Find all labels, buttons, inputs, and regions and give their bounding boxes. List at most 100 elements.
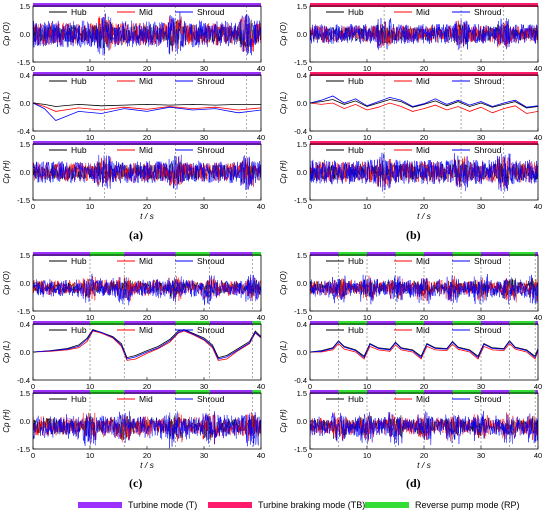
y-tick-label: 0.0 xyxy=(20,279,30,288)
mode-bar-segment xyxy=(33,141,261,145)
data-layer xyxy=(310,410,538,446)
x-tick-label: 10 xyxy=(363,313,371,322)
y-axis-label: Cp (O) xyxy=(279,271,288,295)
y-tick-label: -1.5 xyxy=(294,58,307,67)
y-tick-label: 1.5 xyxy=(20,2,30,11)
mode-bar-segment xyxy=(124,390,176,394)
x-tick-label: 30 xyxy=(477,451,485,460)
data-layer xyxy=(33,411,261,449)
legend-turbine-braking-mode: Turbine braking mode (TB) xyxy=(208,498,365,512)
mode-bar-segment xyxy=(424,321,453,325)
data-layer xyxy=(33,12,261,56)
legend-label-shroud: Shroud xyxy=(197,256,225,266)
legend-label-mid: Mid xyxy=(416,7,430,17)
x-tick-label: 20 xyxy=(143,202,151,211)
x-tick-label: 10 xyxy=(86,64,94,73)
legend-label-hub: Hub xyxy=(71,76,87,86)
mode-bar-segment xyxy=(395,390,424,394)
y-axis-label: Cp (L) xyxy=(279,341,288,364)
y-axis-label: Cp (O) xyxy=(2,22,11,46)
x-tick-label: 30 xyxy=(477,382,485,391)
mode-bar-segment xyxy=(310,390,339,394)
x-tick-label: 10 xyxy=(363,202,371,211)
series-line-mid xyxy=(33,102,261,112)
x-tick-label: 40 xyxy=(257,133,265,142)
x-tick-label: 30 xyxy=(200,202,208,211)
x-tick-label: 20 xyxy=(143,64,151,73)
x-tick-label: 40 xyxy=(257,64,265,73)
y-tick-label: -0.4 xyxy=(17,127,30,136)
legend-label-braking: Turbine braking mode (TB) xyxy=(258,500,366,510)
y-tick-label: 1.5 xyxy=(297,140,307,149)
y-axis-label: Cp (H) xyxy=(279,409,288,433)
legend-label-mid: Mid xyxy=(139,325,153,335)
mode-bar-segment xyxy=(509,390,536,394)
mode-bar-segment xyxy=(367,321,396,325)
mode-bar-segment xyxy=(395,321,424,325)
mode-bar-segment xyxy=(33,3,261,7)
x-tick-label: 20 xyxy=(143,313,151,322)
x-tick-label: 20 xyxy=(143,133,151,142)
subplot-b-2: 1.5 0.0 -1.50 10 20 30 40 Cp (H) Hub Mid Shroud xyxy=(279,140,542,211)
x-tick-label: 30 xyxy=(200,313,208,322)
y-tick-label: -1.5 xyxy=(294,445,307,454)
x-tick-label: 30 xyxy=(477,202,485,211)
y-tick-label: 0.0 xyxy=(297,168,307,177)
x-tick-label: 20 xyxy=(420,202,428,211)
series-noise-shroud xyxy=(310,410,538,446)
x-tick-label: 0 xyxy=(31,202,35,211)
caption-d: (d) xyxy=(406,476,421,490)
mode-bar-segment xyxy=(509,252,536,256)
x-tick-label: 30 xyxy=(477,64,485,73)
y-tick-label: -1.5 xyxy=(17,445,30,454)
y-axis-label: Cp (H) xyxy=(2,409,11,433)
mode-bar-segment xyxy=(209,390,253,394)
x-axis-label: t / s xyxy=(417,211,431,221)
subplot-d-2: 1.5 0.0 -1.50 10 20 30 40 Cp (H) Hub Mid Shroud xyxy=(279,389,542,460)
x-tick-label: 30 xyxy=(200,133,208,142)
subplot-a-0: 1.5 0.0 -1.50 10 20 30 40 Cp (O) Hub Mid Shroud xyxy=(2,2,265,73)
y-tick-label: 1.5 xyxy=(20,389,30,398)
y-tick-label: -1.5 xyxy=(294,307,307,316)
y-tick-label: -1.5 xyxy=(17,196,30,205)
legend-label-hub: Hub xyxy=(348,325,364,335)
mode-bar-segment xyxy=(90,321,125,325)
y-axis-label: Cp (H) xyxy=(279,160,288,184)
data-layer xyxy=(33,273,261,306)
legend-swatch-braking xyxy=(208,502,252,508)
y-tick-label: 0.4 xyxy=(20,320,30,329)
subplot-a-2: 1.5 0.0 -1.50 10 20 30 40 Cp (H) Hub Mid Shroud xyxy=(2,140,265,211)
mode-bar-segment xyxy=(33,390,90,394)
x-tick-label: 0 xyxy=(308,202,312,211)
y-tick-label: 0.0 xyxy=(20,168,30,177)
data-layer xyxy=(310,95,538,114)
x-tick-label: 0 xyxy=(308,382,312,391)
mode-bar-segment xyxy=(481,321,510,325)
caption-c: (c) xyxy=(129,476,143,490)
series-line-shroud xyxy=(310,95,538,108)
legend-label-mid: Mid xyxy=(416,145,430,155)
x-tick-label: 0 xyxy=(308,64,312,73)
mode-bar-segment xyxy=(481,252,510,256)
x-tick-label: 0 xyxy=(308,313,312,322)
y-tick-label: 0.0 xyxy=(20,30,30,39)
legend-label-shroud: Shroud xyxy=(474,145,502,155)
y-axis-label: Cp (L) xyxy=(2,341,11,364)
x-tick-label: 0 xyxy=(31,451,35,460)
x-tick-label: 10 xyxy=(363,133,371,142)
data-layer xyxy=(310,340,538,360)
mode-bar-segment xyxy=(310,3,538,7)
mode-bar-segment xyxy=(310,321,339,325)
x-tick-label: 30 xyxy=(200,64,208,73)
legend-label-pump: Reverse pump mode (RP) xyxy=(415,500,520,510)
mode-bar-segment xyxy=(124,321,176,325)
legend-label-shroud: Shroud xyxy=(474,7,502,17)
x-tick-label: 40 xyxy=(257,202,265,211)
mode-bar-segment xyxy=(310,252,339,256)
subplot-b-0: 1.5 0.0 -1.50 10 20 30 40 Cp (O) Hub Mid Shroud xyxy=(279,2,542,73)
legend-label-mid: Mid xyxy=(416,256,430,266)
mode-bar-segment xyxy=(310,72,538,76)
legend-label-hub: Hub xyxy=(348,7,364,17)
x-tick-label: 30 xyxy=(477,313,485,322)
